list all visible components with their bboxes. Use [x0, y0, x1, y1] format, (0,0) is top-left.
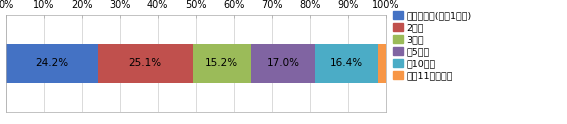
- Bar: [251, 44, 315, 83]
- Text: 15.2%: 15.2%: [205, 58, 238, 68]
- Bar: [98, 44, 193, 83]
- Text: 24.2%: 24.2%: [35, 58, 68, 68]
- Text: 17.0%: 17.0%: [266, 58, 299, 68]
- Legend: 設立した年(設立1年目), 2年目, 3年目, ～5年目, ～10年目, 設立11年目以上: 設立した年(設立1年目), 2年目, 3年目, ～5年目, ～10年目, 設立1…: [390, 7, 475, 84]
- Bar: [378, 44, 386, 83]
- Bar: [193, 44, 251, 83]
- Bar: [315, 44, 378, 83]
- Text: 16.4%: 16.4%: [330, 58, 363, 68]
- Bar: [6, 44, 98, 83]
- Text: 25.1%: 25.1%: [129, 58, 162, 68]
